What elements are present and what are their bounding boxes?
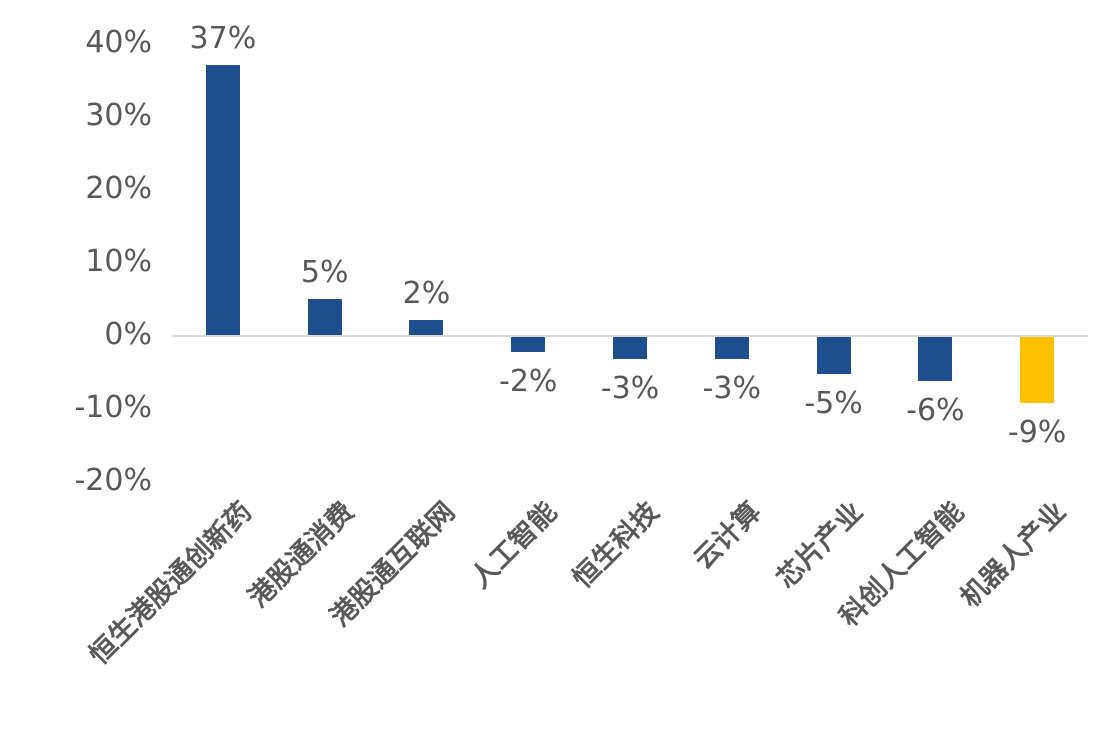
bar-0 <box>205 64 240 335</box>
data-label-1: 5% <box>300 254 349 290</box>
y-tick-label: -10% <box>74 390 152 425</box>
category-label-8: 机器人产业 <box>954 496 1073 614</box>
data-label-8: -9% <box>1007 414 1067 450</box>
y-tick-label: 40% <box>85 25 152 60</box>
category-label-4: 恒生科技 <box>566 496 666 595</box>
category-label-5: 云计算 <box>687 496 767 576</box>
bar-5 <box>714 337 749 359</box>
bar-8 <box>1020 337 1055 403</box>
bar-4 <box>613 337 647 359</box>
y-tick-label: -20% <box>74 463 152 498</box>
data-label-7: -6% <box>906 392 965 428</box>
data-label-3: -2% <box>499 363 558 399</box>
data-label-6: -5% <box>804 385 863 421</box>
y-tick-label: 10% <box>85 244 152 279</box>
data-label-4: -3% <box>600 370 660 406</box>
y-tick-label: 30% <box>85 98 152 133</box>
y-tick-label: 0% <box>104 317 152 352</box>
data-label-2: 2% <box>402 276 451 312</box>
bar-3 <box>511 337 546 352</box>
bar-6 <box>816 337 851 374</box>
category-label-0: 恒生港股通创新药 <box>83 496 259 671</box>
bar-2 <box>409 320 444 335</box>
zero-axis-line <box>172 335 1088 337</box>
category-label-6: 芯片产业 <box>770 496 869 595</box>
data-label-5: -3% <box>702 370 761 406</box>
bar-1 <box>307 298 342 335</box>
category-label-3: 人工智能 <box>465 496 564 595</box>
y-tick-label: 20% <box>85 171 152 206</box>
bar-7 <box>918 337 953 381</box>
data-label-0: 37% <box>189 20 257 56</box>
